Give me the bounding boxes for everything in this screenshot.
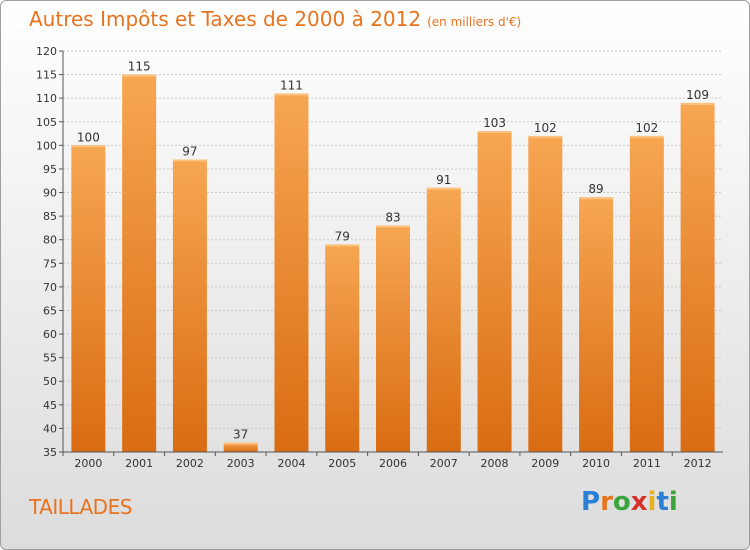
y-tick-label: 45 — [43, 399, 57, 412]
x-tick-label: 2010 — [582, 457, 610, 470]
x-tick-label: 2001 — [125, 457, 153, 470]
bar — [172, 159, 207, 452]
logo-letter: r — [600, 487, 613, 517]
data-label: 37 — [233, 428, 248, 442]
x-tick-label: 2003 — [227, 457, 255, 470]
x-tick-label: 2005 — [328, 457, 356, 470]
y-tick-label: 50 — [43, 375, 57, 388]
logo-letter: o — [612, 487, 631, 517]
data-label: 103 — [483, 116, 506, 130]
y-tick-label: 100 — [36, 139, 57, 152]
chart-title: Autres Impôts et Taxes de 2000 à 2012 (en… — [29, 7, 521, 31]
data-label: 111 — [280, 78, 303, 92]
bar — [376, 225, 410, 452]
x-tick-label: 2011 — [633, 457, 661, 470]
bar — [528, 135, 563, 452]
bar-highlight — [579, 197, 614, 200]
bar-highlight — [274, 93, 309, 96]
x-tick-label: 2007 — [430, 457, 458, 470]
logo-letter: t — [656, 487, 669, 517]
bar — [477, 131, 512, 452]
x-tick-label: 2012 — [684, 457, 712, 470]
x-tick-label: 2004 — [277, 457, 305, 470]
y-tick-label: 110 — [36, 92, 57, 105]
bar — [122, 74, 157, 453]
bar — [579, 197, 614, 452]
bar-highlight — [477, 131, 512, 134]
bar-highlight — [325, 244, 360, 247]
bar-highlight — [172, 159, 207, 162]
bar-highlight — [680, 102, 715, 105]
bar-highlight — [376, 225, 410, 228]
data-label: 115 — [128, 60, 151, 74]
data-label: 79 — [335, 229, 350, 243]
y-tick-label: 60 — [43, 328, 57, 341]
y-tick-label: 80 — [43, 234, 57, 247]
proxiti-logo: Proxiti — [581, 487, 678, 517]
bar-highlight — [426, 187, 461, 190]
y-tick-label: 95 — [43, 163, 57, 176]
y-tick-label: 75 — [43, 257, 57, 270]
title-unit: (en milliers d'€) — [427, 15, 522, 29]
logo-letter: x — [630, 487, 648, 517]
data-label: 102 — [534, 121, 557, 135]
y-tick-label: 105 — [36, 116, 57, 129]
logo-letter: P — [581, 487, 601, 517]
data-label: 89 — [588, 182, 603, 196]
data-label: 100 — [77, 130, 100, 144]
x-tick-label: 2000 — [74, 457, 102, 470]
data-label: 102 — [635, 121, 658, 135]
data-label: 97 — [182, 145, 197, 159]
bar — [325, 244, 360, 452]
y-tick-label: 120 — [36, 45, 57, 58]
title-text: Autres Impôts et Taxes de 2000 à 2012 — [29, 7, 422, 31]
x-tick-label: 2002 — [176, 457, 204, 470]
x-tick-label: 2008 — [481, 457, 509, 470]
x-tick-label: 2006 — [379, 457, 407, 470]
logo-letter: i — [668, 487, 678, 517]
bar-highlight — [122, 74, 157, 77]
bar-highlight — [71, 145, 106, 148]
bar-highlight — [528, 135, 563, 138]
data-label: 109 — [686, 88, 709, 102]
y-tick-label: 90 — [43, 187, 57, 200]
bar — [274, 93, 309, 452]
y-tick-label: 115 — [36, 69, 57, 82]
data-label: 83 — [385, 211, 400, 225]
x-tick-label: 2009 — [531, 457, 559, 470]
bar — [629, 135, 664, 452]
axes: 35 40 45 50 55 60 65 70 75 80 85 90 95 100 105 110 115 12… — [36, 45, 723, 470]
y-tick-label: 85 — [43, 210, 57, 223]
y-tick-label: 35 — [43, 446, 57, 459]
bar — [426, 187, 461, 452]
y-tick-label: 70 — [43, 281, 57, 294]
y-tick-label: 40 — [43, 422, 57, 435]
logo-letter: i — [647, 487, 657, 517]
bar — [71, 145, 106, 452]
y-tick-label: 65 — [43, 304, 57, 317]
bar-highlight — [223, 442, 258, 445]
data-label: 91 — [436, 173, 451, 187]
bar-highlight — [629, 135, 664, 138]
y-tick-label: 55 — [43, 352, 57, 365]
bars: 100 115 97 37 111 79 83 91 103 102 89 102 109 — [71, 60, 715, 453]
commune-name: TAILLADES — [29, 495, 132, 519]
bar — [223, 442, 258, 452]
bar — [680, 102, 715, 453]
